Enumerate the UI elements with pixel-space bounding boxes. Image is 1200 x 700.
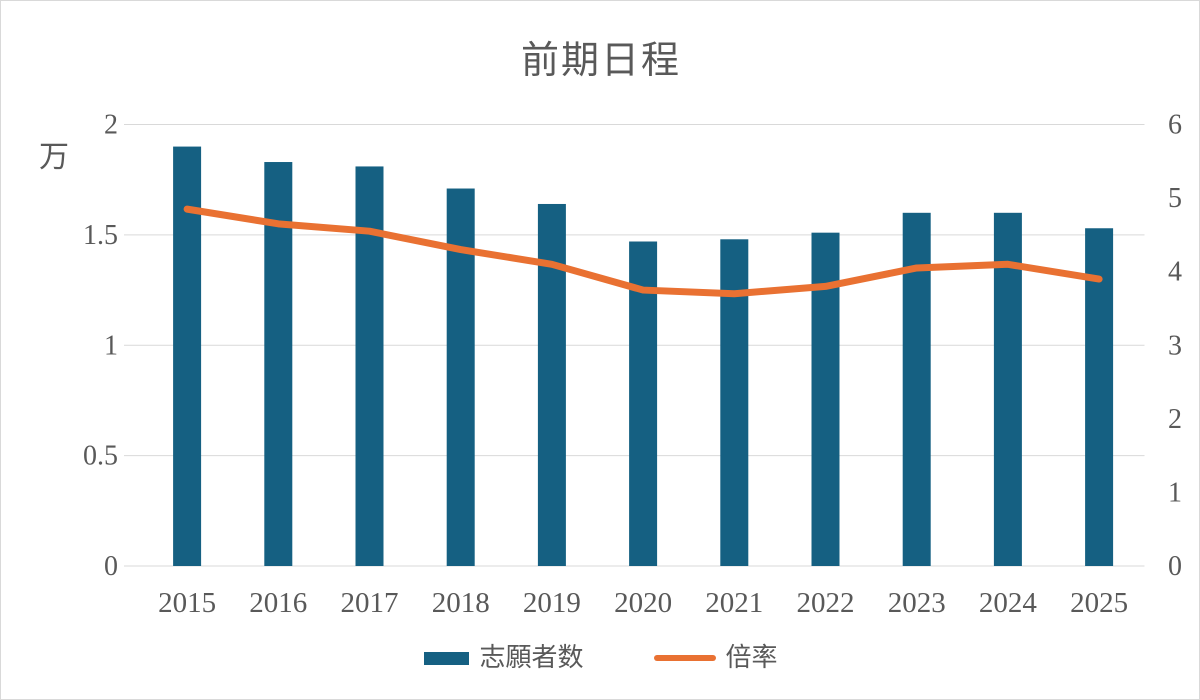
right-axis-tick-label: 3 bbox=[1168, 330, 1182, 361]
legend: 志願者数 倍率 bbox=[1, 643, 1199, 673]
bar bbox=[355, 166, 384, 566]
bar bbox=[264, 162, 293, 566]
line-series-swatch-icon bbox=[653, 655, 716, 661]
x-axis-tick-label: 2025 bbox=[1070, 587, 1128, 619]
bar bbox=[720, 239, 749, 567]
x-axis-tick-label: 2022 bbox=[797, 587, 855, 619]
x-axis-tick-label: 2015 bbox=[158, 587, 216, 619]
left-axis-tick-label: 2 bbox=[104, 110, 118, 141]
legend-item-ratio: 倍率 bbox=[653, 643, 778, 673]
x-axis-tick-label: 2017 bbox=[341, 587, 399, 619]
bar bbox=[629, 241, 658, 566]
x-axis-tick-label: 2019 bbox=[523, 587, 581, 619]
left-axis-tick-label: 1.5 bbox=[83, 220, 118, 251]
x-axis-tick-label: 2020 bbox=[614, 587, 672, 619]
right-axis-tick-label: 1 bbox=[1168, 477, 1182, 508]
legend-label-applicants: 志願者数 bbox=[479, 643, 584, 672]
left-axis-tick-label: 1 bbox=[104, 330, 118, 361]
legend-label-ratio: 倍率 bbox=[725, 643, 778, 672]
bar bbox=[993, 212, 1022, 567]
right-axis-tick-label: 6 bbox=[1168, 110, 1182, 141]
legend-item-applicants: 志願者数 bbox=[424, 643, 584, 673]
x-axis-tick-label: 2023 bbox=[888, 587, 946, 619]
right-axis-tick-label: 0 bbox=[1168, 551, 1182, 582]
x-axis-tick-label: 2018 bbox=[432, 587, 490, 619]
x-axis-tick-label: 2016 bbox=[249, 587, 307, 619]
x-axis-tick-label: 2024 bbox=[979, 587, 1038, 619]
right-axis-tick-label: 2 bbox=[1168, 404, 1182, 435]
left-axis-tick-label: 0.5 bbox=[83, 441, 118, 472]
ratio-line bbox=[183, 205, 1103, 298]
bar bbox=[173, 146, 202, 566]
chart-title: 前期日程 bbox=[520, 40, 681, 82]
bar bbox=[537, 203, 566, 566]
right-axis-tick-label: 4 bbox=[1168, 257, 1182, 288]
bar-series-swatch-icon bbox=[424, 651, 470, 665]
right-axis-tick-label: 5 bbox=[1168, 183, 1182, 214]
bar bbox=[1085, 228, 1114, 566]
left-axis-tick-label: 0 bbox=[104, 551, 118, 582]
x-axis-tick-label: 2021 bbox=[705, 587, 763, 619]
left-axis-unit-label: 万 bbox=[39, 141, 69, 174]
